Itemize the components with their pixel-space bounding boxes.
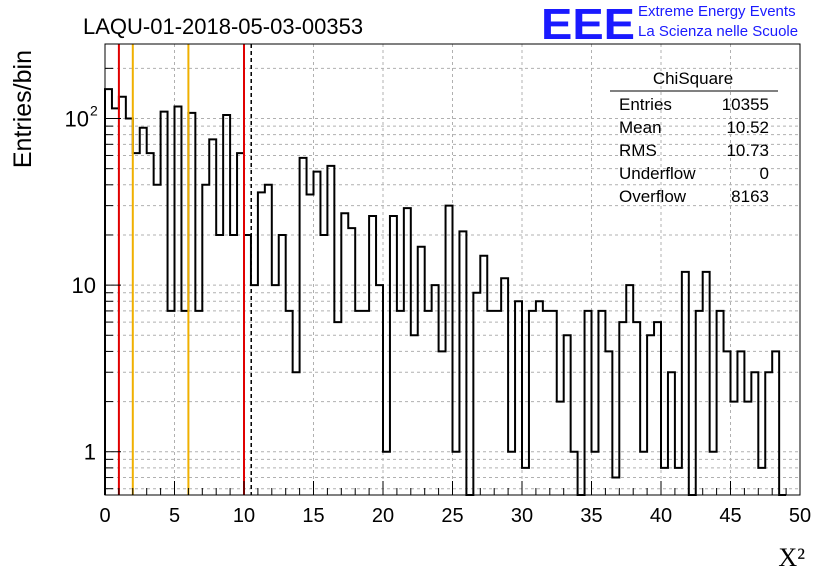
x-tick-label: 20 (372, 505, 394, 527)
logo-line-2: La Scienza nelle Scuole (638, 23, 799, 40)
marker-lines (117, 44, 252, 495)
chart-title: LAQU-01-2018-05-03-00353 (83, 14, 363, 39)
x-tick-label: 15 (302, 505, 324, 527)
y-tick-label-exponent: 2 (90, 103, 98, 119)
stats-label-mean: Mean (619, 118, 662, 137)
stats-label-underflow: Underflow (619, 164, 696, 183)
y-tick-label: 10 (65, 107, 89, 132)
stats-label-entries: Entries (619, 95, 672, 114)
eee-logo-letters: EEE (541, 2, 635, 42)
x-tick-label: 35 (580, 505, 602, 527)
x-tick-label: 30 (511, 505, 533, 527)
axis-ticks (104, 67, 801, 495)
y-tick-label: 10 (72, 273, 96, 298)
stats-box: ChiSquare Entries 10355 Mean 10.52 RMS 1… (610, 69, 778, 206)
y-tick-label: 1 (84, 440, 96, 465)
x-tick-label: 5 (169, 505, 180, 527)
stats-title: ChiSquare (653, 69, 733, 88)
stats-value-mean: 10.52 (726, 118, 769, 137)
histogram-outline (104, 88, 787, 496)
logo-line-1: Extreme Energy Events (638, 3, 796, 20)
stats-value-entries: 10355 (722, 95, 769, 114)
logo-caption: Extreme Energy Events La Scienza nelle S… (638, 2, 798, 42)
grid-lines (105, 44, 800, 495)
stats-label-overflow: Overflow (619, 187, 687, 206)
y-axis-label: Entries/bin (9, 50, 37, 168)
histogram-series (104, 88, 787, 496)
stats-value-underflow: 0 (760, 164, 769, 183)
x-axis-label: X² (778, 543, 805, 572)
stats-value-overflow: 8163 (731, 187, 769, 206)
stats-label-rms: RMS (619, 141, 657, 160)
x-tick-label: 0 (99, 505, 110, 527)
eee-logo: EEE (541, 2, 635, 42)
x-tick-label: 25 (441, 505, 463, 527)
x-tick-label: 40 (650, 505, 672, 527)
stats-value-rms: 10.73 (726, 141, 769, 160)
x-tick-label: 10 (233, 505, 255, 527)
x-tick-label: 50 (789, 505, 811, 527)
x-tick-label: 45 (719, 505, 741, 527)
